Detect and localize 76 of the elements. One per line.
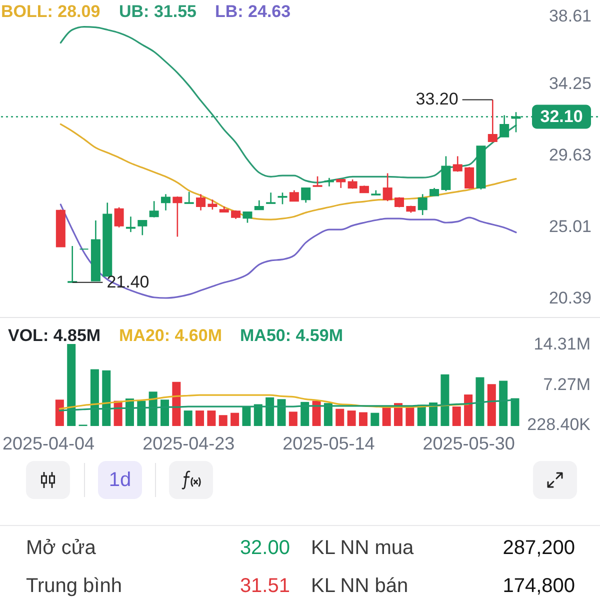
candlestick — [114, 206, 124, 228]
bar — [336, 408, 344, 426]
x-tick-label: 2025-05-14 — [282, 434, 375, 454]
bar — [207, 410, 216, 426]
bar — [358, 412, 368, 426]
bar — [347, 410, 356, 426]
text: LB: 24.63 — [215, 2, 291, 21]
bar — [370, 412, 380, 426]
text: KL NN mua — [311, 536, 414, 560]
bar — [218, 415, 228, 426]
y-tick-label: 25.01 — [548, 216, 592, 236]
candlestick — [418, 193, 428, 216]
bar — [172, 382, 181, 426]
bar — [452, 406, 461, 426]
y-tick-label: 38.61 — [548, 6, 592, 26]
text: Mở cửa — [26, 536, 96, 560]
line-series — [60, 123, 517, 220]
candlestick — [196, 193, 206, 212]
text: Trung bình — [26, 574, 122, 598]
bar — [288, 412, 298, 426]
candlestick — [242, 211, 252, 224]
bar — [230, 412, 240, 426]
text: KL NN bán — [311, 574, 408, 598]
candlestick — [126, 216, 136, 233]
candlestick — [289, 190, 299, 202]
candlestick — [266, 192, 276, 204]
bar — [382, 406, 391, 426]
y-tick-label: 7.27M — [543, 374, 590, 394]
bar — [312, 400, 321, 426]
candlestick — [464, 166, 474, 190]
candlestick — [172, 196, 182, 238]
bar — [196, 410, 204, 426]
candlestick — [161, 193, 170, 212]
bar — [55, 400, 64, 426]
timeframe-button: 1d — [98, 461, 142, 499]
candlestick — [68, 245, 78, 284]
candlestick — [452, 156, 462, 172]
bar — [406, 407, 414, 426]
candlestick — [138, 220, 148, 236]
bar — [464, 394, 473, 426]
text: BOLL: 28.09 — [1, 2, 100, 21]
annotation: 21.40 — [106, 272, 150, 292]
line-series — [60, 204, 517, 299]
text: 32.00 — [240, 536, 290, 560]
annotation: 33.20 — [416, 90, 458, 109]
text: MA50: 4.59M — [240, 326, 343, 345]
bar — [184, 410, 192, 426]
line-series — [58, 394, 470, 410]
x-tick-label: 2025-04-23 — [142, 434, 235, 454]
ref-line-label: 32.10 — [540, 106, 583, 126]
text: MA20: 4.60M — [119, 326, 222, 345]
candlestick — [278, 192, 288, 205]
text: 174,800 — [502, 574, 575, 598]
candlestick — [441, 156, 451, 192]
x-tick-label: 2025-05-30 — [422, 434, 515, 454]
text: 31.51 — [240, 574, 290, 598]
candlestick — [254, 200, 264, 210]
line-series — [60, 26, 517, 184]
y-tick-label: 20.39 — [548, 288, 592, 308]
series-label: UB: 31.55 — [119, 2, 196, 21]
candlestick — [382, 172, 392, 202]
candlestick — [184, 191, 194, 204]
y-tick-label: 228.40K — [527, 415, 592, 434]
y-tick-label: 34.25 — [548, 74, 592, 93]
x-tick-label: 2025-04-04 — [2, 434, 95, 454]
candlestick — [394, 196, 404, 208]
y-tick-label: 14.31M — [534, 334, 590, 354]
bar — [487, 384, 496, 426]
candlestick — [149, 200, 159, 218]
candlestick — [312, 176, 322, 188]
text: 287,200 — [502, 536, 575, 560]
candlestick — [301, 187, 311, 204]
candlestick — [488, 99, 498, 143]
y-tick-label: 29.63 — [548, 145, 592, 164]
series-label: VOL: 4.85M — [8, 326, 101, 345]
candlestick — [208, 198, 218, 210]
